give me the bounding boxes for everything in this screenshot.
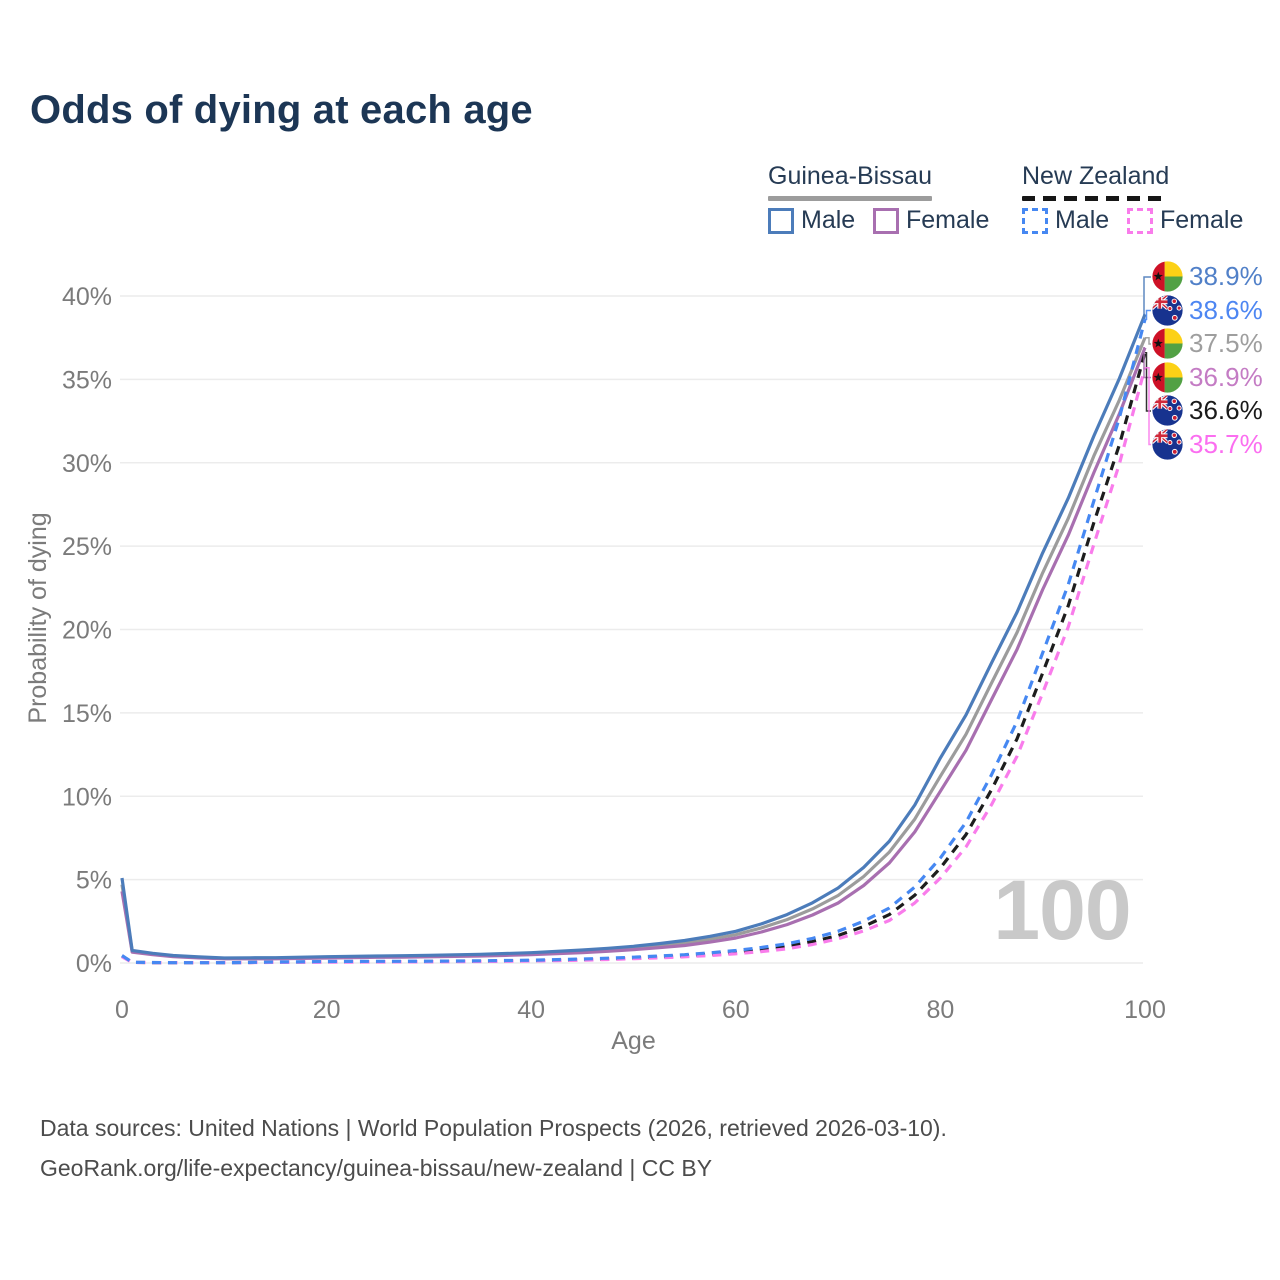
legend-swatch-nz-female: [1127, 207, 1153, 234]
y-tick-label: 30%: [62, 450, 112, 478]
end-label-connector-nz-female: [1145, 366, 1151, 446]
y-tick-label: 40%: [62, 283, 112, 311]
x-tick-label: 100: [1124, 996, 1166, 1024]
legend-item-new-zealand-female[interactable]: Female: [1127, 206, 1243, 235]
x-tick-label: 60: [722, 996, 750, 1024]
legend-swatch-gb-male: [768, 207, 794, 234]
end-label-connector-gb-male: [1143, 276, 1151, 316]
y-tick-label: 15%: [62, 700, 112, 728]
y-tick-label: 0%: [76, 950, 112, 978]
x-tick-label: 80: [926, 996, 954, 1024]
footer-source-line: Data sources: United Nations | World Pop…: [40, 1115, 947, 1141]
end-label-connector-nz-male: [1145, 309, 1151, 321]
x-tick-label: 40: [517, 996, 545, 1024]
legend-item-new-zealand-male[interactable]: Male: [1022, 206, 1109, 235]
x-tick-label: 20: [313, 996, 341, 1024]
line-nz-male[interactable]: [121, 318, 1147, 965]
y-tick-label: 5%: [76, 867, 112, 895]
y-tick-label: 20%: [62, 617, 112, 645]
legend-swatch-nz-male: [1022, 207, 1048, 234]
footer: Data sources: United Nations | World Pop…: [40, 1108, 947, 1188]
y-tick-label: 35%: [62, 366, 112, 394]
legend-country-guinea-bissau[interactable]: Guinea-Bissau: [768, 162, 932, 190]
legend-group-new-zealand: New Zealand: [1022, 162, 1170, 201]
line-gb-both[interactable]: [120, 337, 1147, 961]
y-tick-label: 10%: [62, 783, 112, 811]
legend-country-new-zealand[interactable]: New Zealand: [1022, 162, 1170, 190]
end-label-connector-gb-both: [1145, 336, 1151, 345]
x-axis-title: Age: [611, 1027, 655, 1055]
end-label-connector-nz-both: [1145, 351, 1151, 412]
legend-item-guinea-bissau-male[interactable]: Male: [768, 206, 855, 235]
legend-item-guinea-bissau-female[interactable]: Female: [873, 206, 989, 235]
legend-label-gb-female: Female: [906, 206, 990, 234]
end-label-connector-gb-female: [1143, 346, 1151, 379]
footer-link-line: GeoRank.org/life-expectancy/guinea-bissa…: [40, 1155, 713, 1181]
legend-label-gb-male: Male: [801, 206, 856, 234]
watermark-age-label: 100: [993, 863, 1131, 957]
page-title: Odds of dying at each age: [30, 88, 533, 132]
legend-swatch-gb-female: [873, 207, 899, 234]
y-axis-title: Probability of dying: [24, 512, 52, 723]
legend-underline-new-zealand: [1022, 196, 1170, 201]
legend-group-guinea-bissau: Guinea-Bissau: [768, 162, 932, 201]
y-tick-label: 25%: [62, 533, 112, 561]
legend-label-nz-female: Female: [1160, 206, 1244, 234]
line-gb-male[interactable]: [120, 313, 1147, 960]
legend-label-nz-male: Male: [1055, 206, 1110, 234]
x-tick-label: 0: [115, 996, 129, 1024]
legend-underline-guinea-bissau: [768, 196, 932, 201]
